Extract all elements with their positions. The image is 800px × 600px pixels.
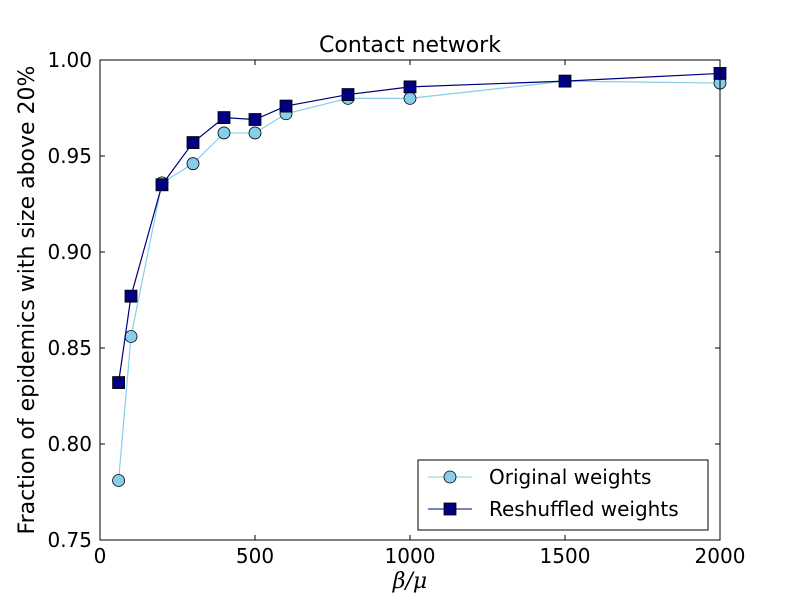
data-point-reshuffled [217, 111, 231, 124]
y-tick-label: 0.95 [47, 144, 92, 168]
data-point-reshuffled [279, 99, 293, 113]
axis-ticks: 0 500 1000 1500 2000 0.75 0.80 0.85 0.90 0.95 1.00 [47, 48, 745, 568]
data-point-reshuffled [155, 178, 169, 192]
data-point-original [186, 157, 200, 171]
data-point-original [248, 126, 262, 140]
y-tick-label: 0.75 [47, 528, 92, 552]
y-tick-label: 0.90 [47, 240, 92, 264]
legend-label-reshuffled: Reshuffled weights [489, 497, 679, 521]
legend-marker-reshuffled [443, 502, 457, 516]
x-tick-label: 500 [236, 544, 274, 568]
series-layer [112, 67, 727, 487]
x-tick-label: 1000 [385, 544, 436, 568]
legend: Original weights Reshuffled weights [417, 459, 709, 531]
legend-marker-original [443, 470, 457, 484]
data-point-original [124, 330, 138, 343]
legend-label-original: Original weights [489, 465, 651, 489]
x-axis-label: β/μ [392, 569, 427, 594]
chart-title: Contact network [319, 33, 501, 58]
data-point-reshuffled [341, 88, 355, 101]
x-tick-label: 1500 [540, 544, 591, 568]
data-point-reshuffled [558, 74, 572, 88]
y-axis-label: Fraction of epidemics with size above 20… [15, 66, 40, 535]
data-point-reshuffled [403, 80, 417, 94]
x-tick-label: 0 [94, 544, 107, 568]
y-tick-label: 0.80 [47, 432, 92, 456]
data-point-reshuffled [112, 376, 125, 389]
data-point-original [403, 92, 417, 105]
y-tick-label: 0.85 [47, 336, 92, 360]
data-point-original [217, 126, 231, 140]
y-tick-label: 1.00 [47, 48, 92, 72]
data-point-original [112, 474, 125, 487]
legend-box [417, 459, 709, 531]
x-tick-label: 2000 [695, 544, 746, 568]
data-point-reshuffled [124, 289, 138, 303]
data-point-reshuffled [186, 136, 200, 149]
data-point-reshuffled [248, 113, 262, 126]
